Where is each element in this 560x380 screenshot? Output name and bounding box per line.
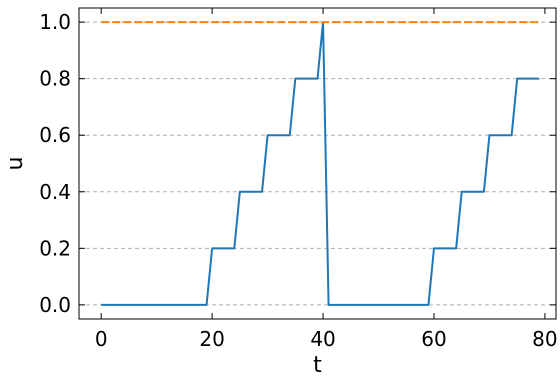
x-tick-label: 60 [421,327,446,351]
y-tick-label: 0.6 [39,123,71,147]
y-tick-label: 1.0 [39,10,71,34]
x-tick-label: 20 [199,327,224,351]
y-tick-label: 0.2 [39,236,71,260]
y-tick-label: 0.0 [39,293,71,317]
x-tick-label: 0 [95,327,108,351]
x-tick-label: 40 [310,327,335,351]
tick-group: 0.0 0.2 0.4 0.6 0.8 1.0 0 20 40 60 80 [39,8,558,351]
y-axis-label: u [3,157,28,171]
plot-frame [78,7,557,320]
y-tick-label: 0.8 [39,67,71,91]
x-axis-label: t [313,353,322,376]
x-tick-label: 80 [532,327,557,351]
series-group [101,21,540,306]
y-tick-label: 0.4 [39,180,71,204]
